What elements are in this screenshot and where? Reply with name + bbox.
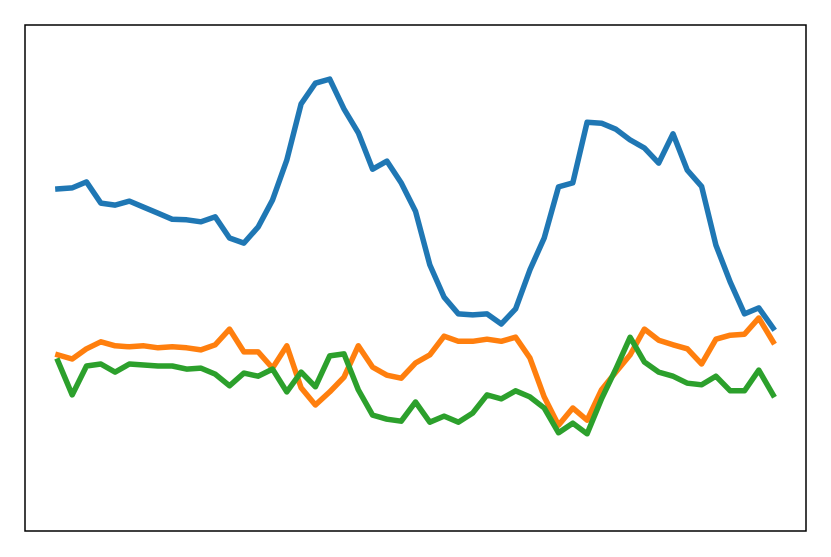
plot-frame — [24, 24, 807, 532]
series-line — [54, 334, 777, 437]
series-line — [54, 76, 777, 332]
series-line — [54, 315, 777, 428]
